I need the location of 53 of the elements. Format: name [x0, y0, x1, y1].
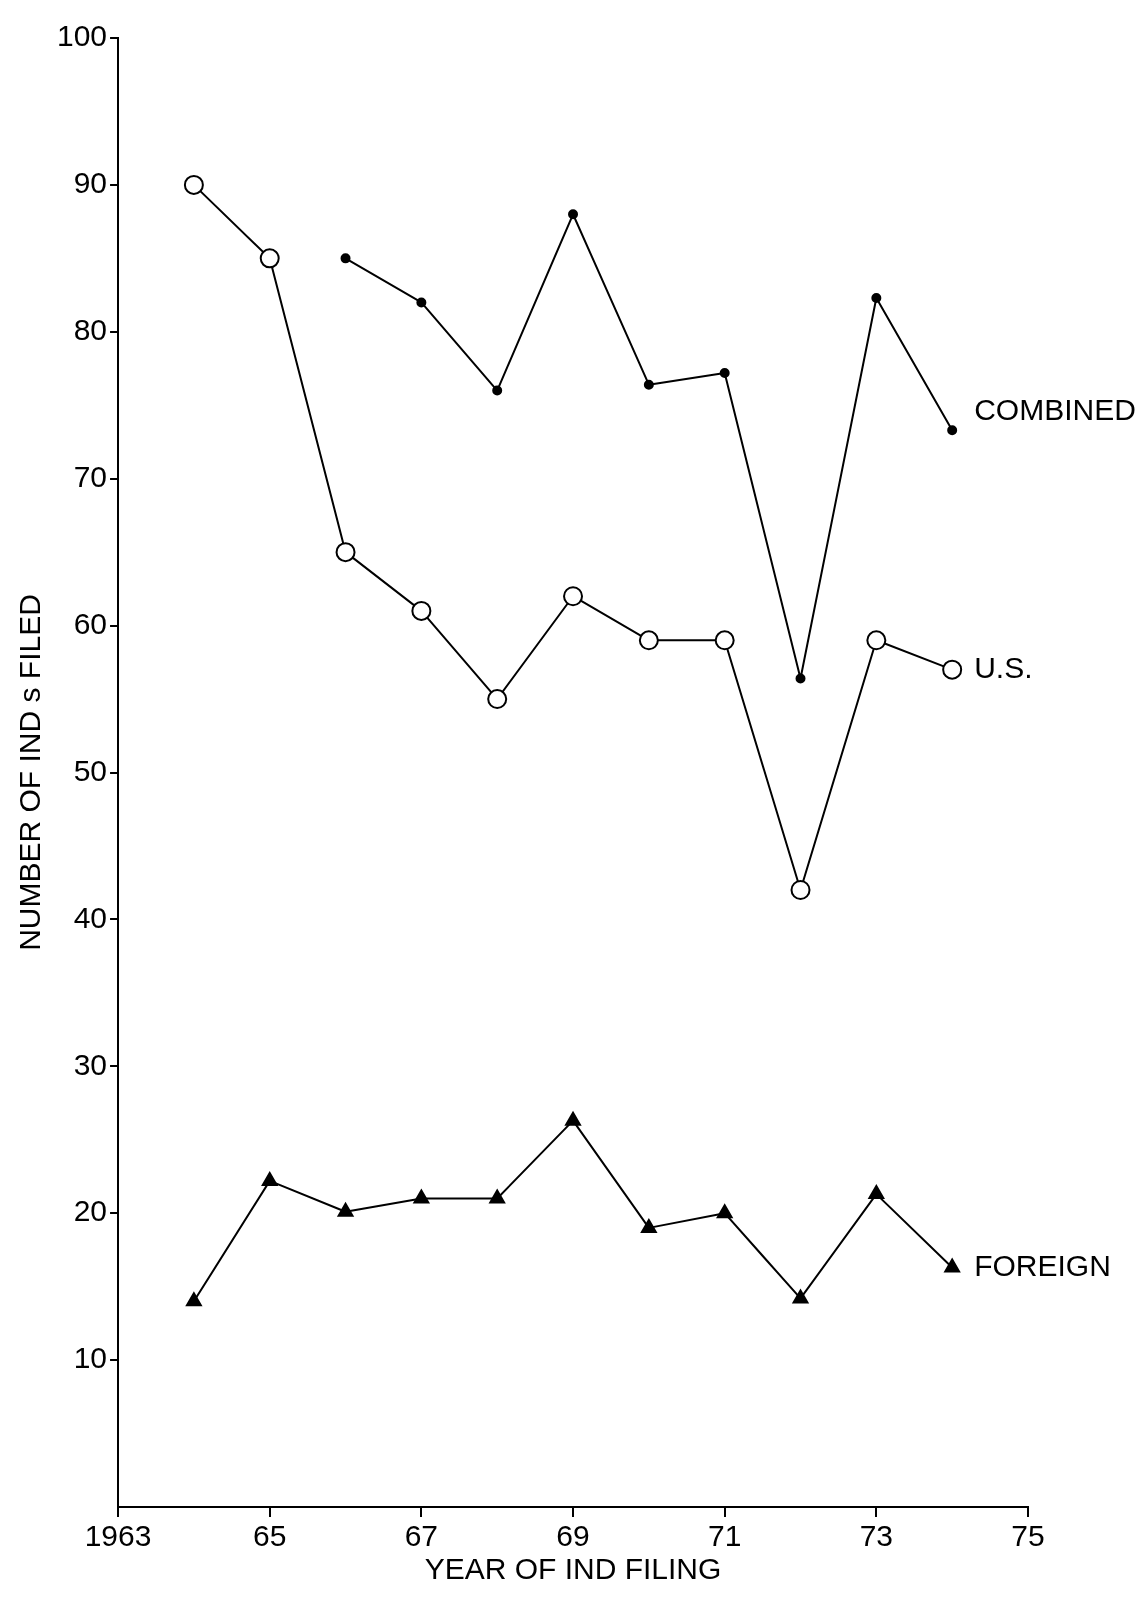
point — [790, 880, 811, 901]
y-tick-label: 30 — [73, 1047, 108, 1081]
point — [413, 1189, 430, 1204]
point — [487, 689, 508, 710]
point — [335, 542, 356, 563]
point — [185, 1292, 202, 1307]
y-tick-label: 60 — [73, 606, 108, 640]
point — [795, 673, 806, 684]
point — [416, 297, 427, 308]
point — [871, 293, 882, 304]
series-label: FOREIGN — [974, 1248, 1111, 1282]
point — [638, 630, 659, 651]
point — [337, 1202, 354, 1217]
x-tick-label: 1963 — [84, 1519, 152, 1553]
point — [411, 600, 432, 621]
y-tick-label: 70 — [73, 459, 108, 493]
x-tick-label: 65 — [253, 1519, 287, 1553]
y-tick-label: 100 — [56, 19, 108, 53]
point — [792, 1289, 809, 1304]
x-tick-label: 75 — [1011, 1519, 1045, 1553]
y-tick-label: 90 — [73, 166, 108, 200]
y-tick-label: 80 — [73, 313, 108, 347]
x-tick-label: 67 — [404, 1519, 439, 1553]
point — [563, 586, 584, 607]
point — [492, 385, 503, 396]
point — [259, 248, 280, 269]
point — [489, 1189, 506, 1204]
y-tick-label: 40 — [73, 900, 108, 934]
y-tick-label: 50 — [73, 753, 108, 787]
point — [643, 379, 654, 390]
point — [183, 174, 204, 195]
point — [944, 1258, 961, 1273]
point — [868, 1185, 885, 1200]
point — [714, 630, 735, 651]
point — [565, 1111, 581, 1126]
y-tick-label: 10 — [73, 1341, 108, 1375]
point — [942, 659, 963, 680]
y-tick-label: 20 — [73, 1194, 108, 1228]
x-tick-label: 73 — [859, 1519, 894, 1553]
point — [719, 367, 730, 378]
series-label: U.S. — [974, 650, 1033, 684]
y-axis-title: NUMBER OF IND s FILED — [13, 594, 47, 951]
point — [340, 253, 351, 264]
x-tick-label: 69 — [556, 1519, 590, 1553]
point — [716, 1204, 733, 1219]
point — [261, 1171, 278, 1186]
point — [568, 209, 579, 220]
point — [640, 1218, 657, 1233]
point — [947, 425, 958, 436]
x-axis-title: YEAR OF IND FILING — [424, 1552, 722, 1586]
x-tick-label: 71 — [708, 1519, 742, 1553]
point — [866, 630, 887, 651]
series-label: COMBINED — [974, 393, 1136, 427]
